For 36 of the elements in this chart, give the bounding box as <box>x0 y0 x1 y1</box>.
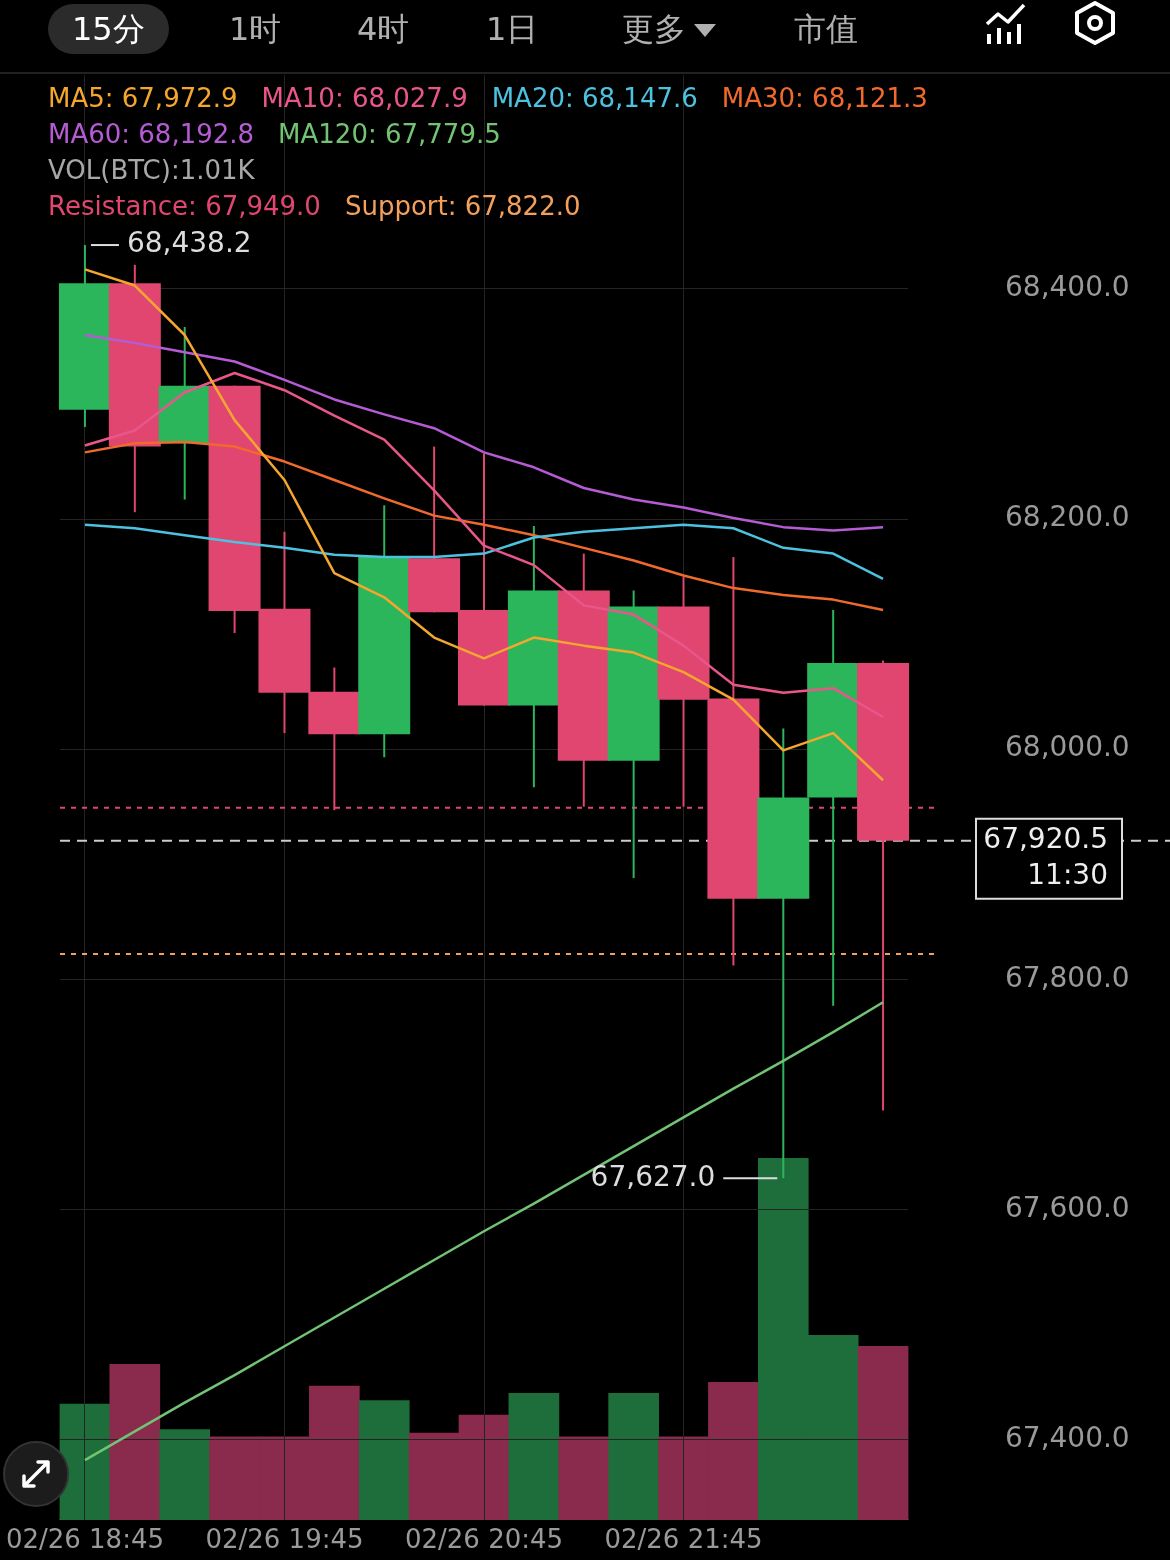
x-tick-label: 02/26 19:45 <box>205 1524 364 1555</box>
text: MA30: 68,121.3 <box>721 83 928 113</box>
text: MA5: 67,972.9 <box>48 83 238 113</box>
y-tick-label: 68,000.0 <box>1005 730 1130 764</box>
annotation: 67,627.0 <box>590 1159 716 1193</box>
text: 11:30 <box>1027 857 1108 891</box>
text: 更多 <box>621 9 687 50</box>
bar <box>857 1345 909 1520</box>
text: 市值 <box>793 9 859 50</box>
bar <box>159 1429 211 1520</box>
ref-line-label: Resistance: 67,949.0 <box>48 191 321 221</box>
text: 1日 <box>485 9 540 50</box>
text: MA120: 67,779.5 <box>278 119 501 149</box>
ref-line-label: Support: 67,822.0 <box>344 191 581 221</box>
text: 4时 <box>356 9 411 50</box>
y-tick-label: 68,200.0 <box>1005 500 1130 534</box>
x-tick-label: 02/26 21:45 <box>604 1524 763 1555</box>
y-tick-label: 68,400.0 <box>1005 270 1130 304</box>
text: 67,920.5 <box>983 821 1108 855</box>
text: 15分 <box>48 4 169 54</box>
bar <box>508 1392 560 1520</box>
bar <box>608 1392 659 1520</box>
text: MA10: 68,027.9 <box>261 83 468 113</box>
y-tick-label: 67,800.0 <box>1005 960 1130 994</box>
text: 1时 <box>228 9 283 50</box>
x-tick-label: 02/26 20:45 <box>404 1524 564 1555</box>
y-tick-label: 67,600.0 <box>1005 1190 1130 1224</box>
annotation: 68,438.2 <box>126 226 252 260</box>
bar <box>109 1364 161 1520</box>
text: MA60: 68,192.8 <box>48 119 255 149</box>
bar <box>558 1436 610 1520</box>
y-tick-label: 67,400.0 <box>1005 1420 1130 1454</box>
text: MA20: 68,147.6 <box>491 83 698 113</box>
x-tick-label: 02/26 18:45 <box>5 1524 164 1555</box>
bar <box>358 1400 410 1520</box>
annotation: VOL(BTC):1.01K <box>48 154 255 187</box>
